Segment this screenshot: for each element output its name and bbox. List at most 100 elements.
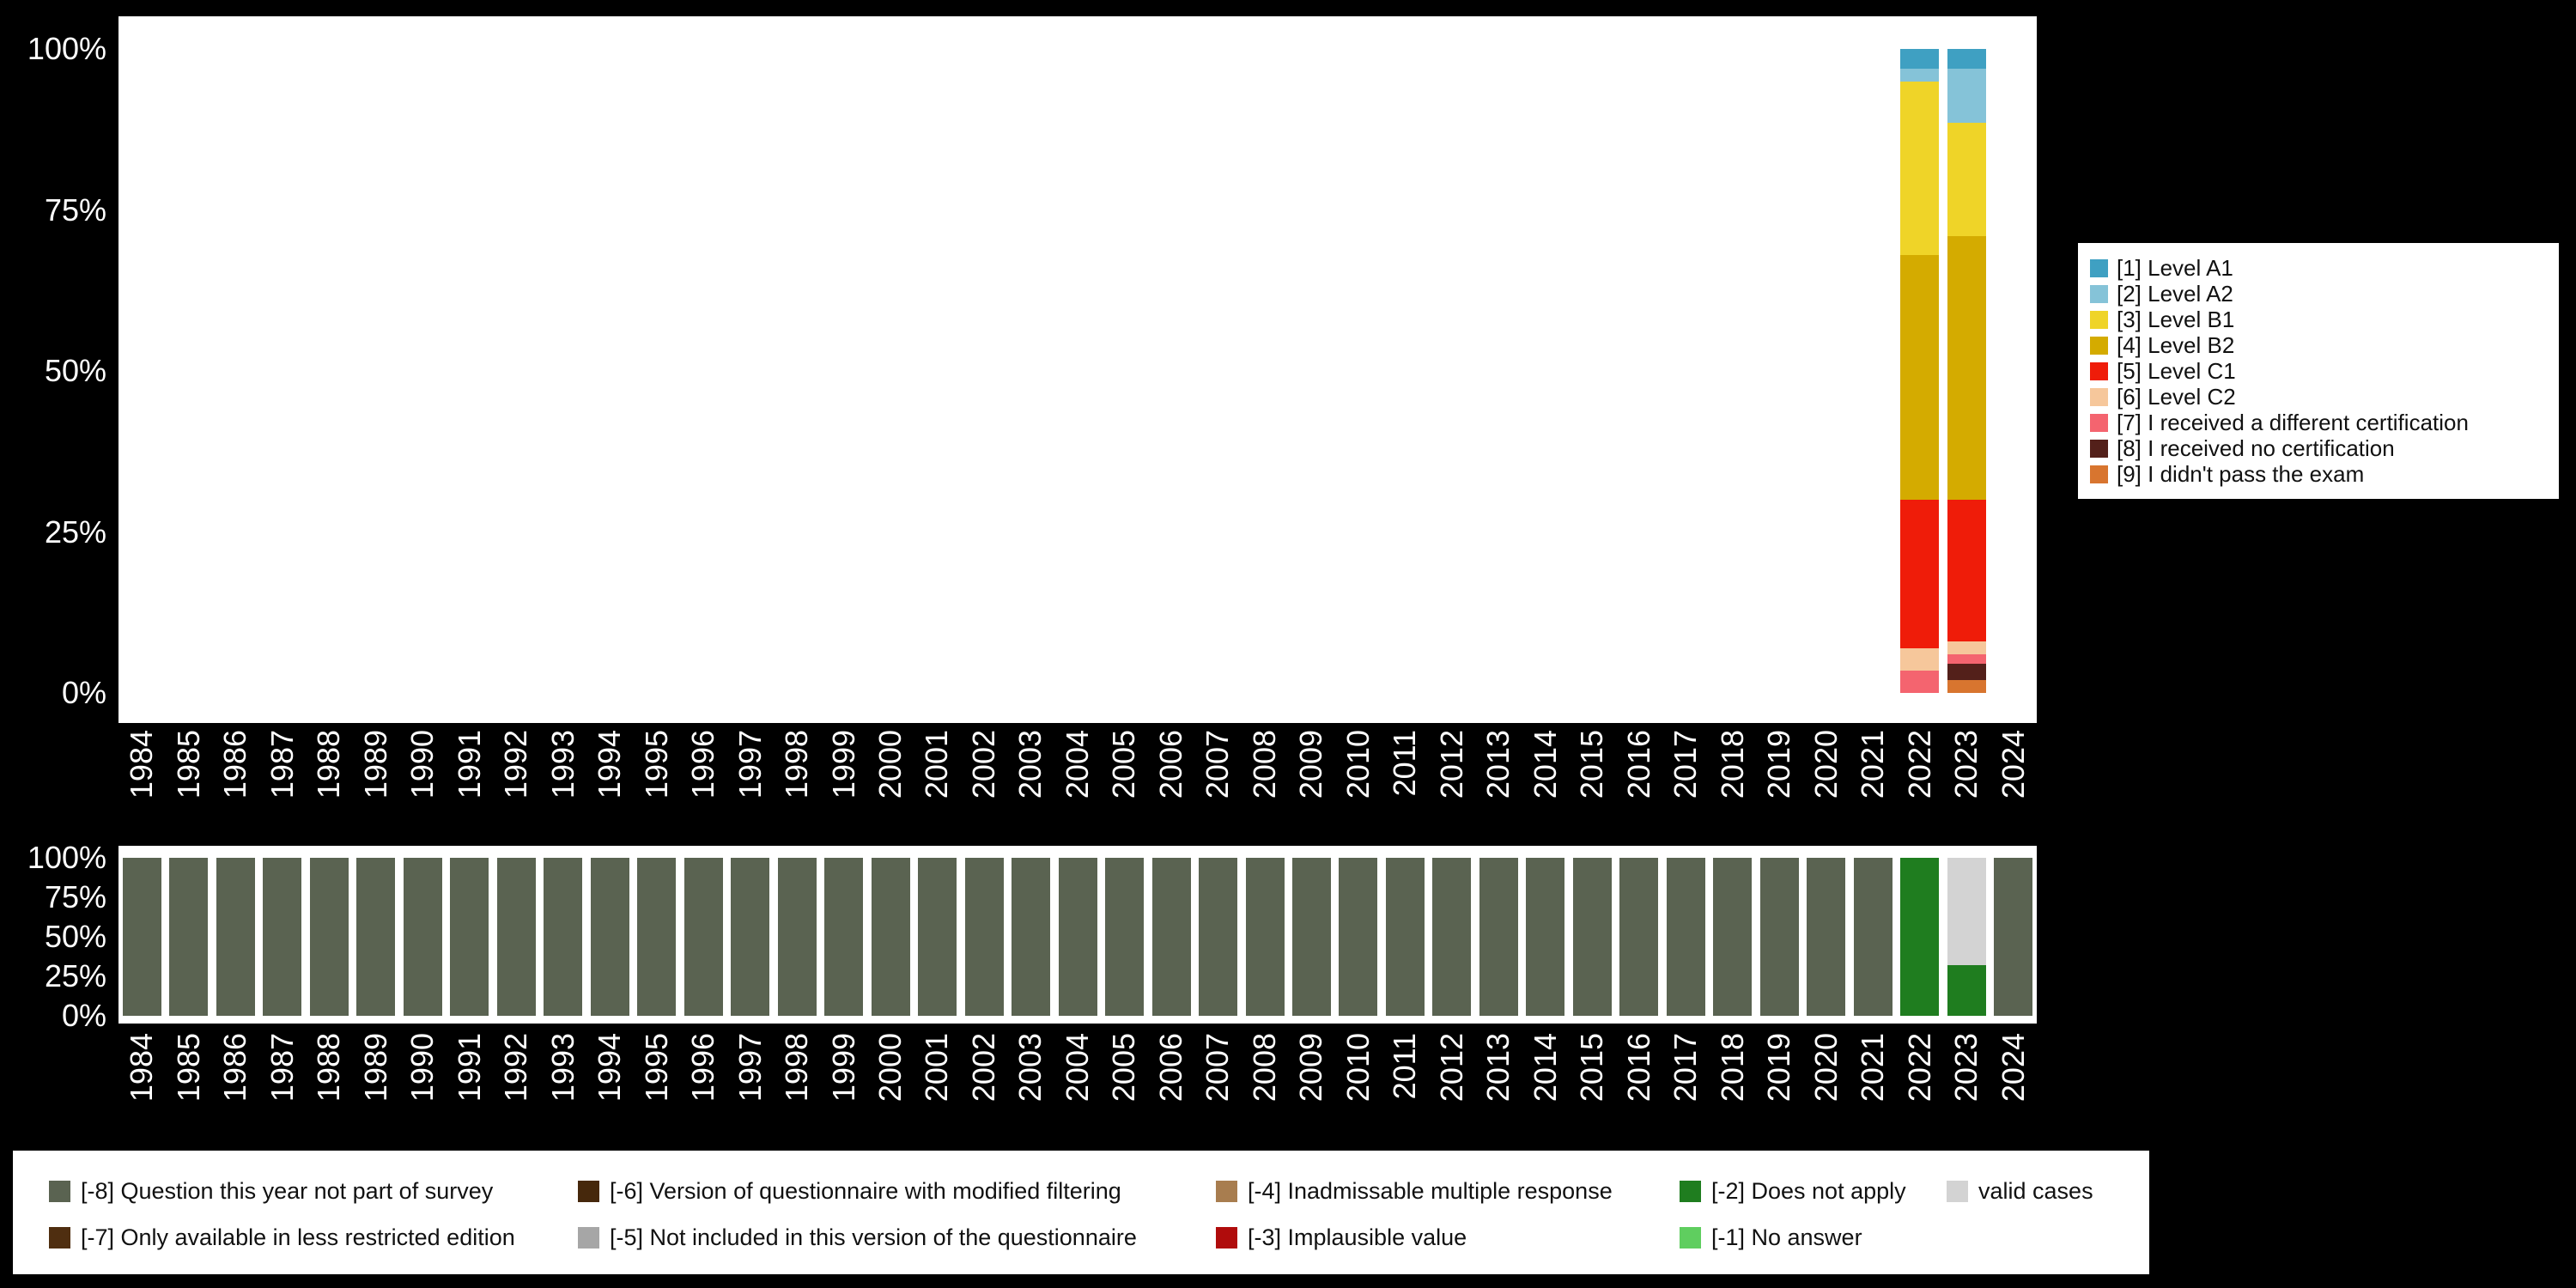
legend-item: [-5] Not included in this version of the…	[578, 1224, 1137, 1250]
bar-segment	[1947, 641, 1986, 654]
year-label: 2024	[1995, 730, 2031, 799]
bar-segment	[1245, 858, 1285, 1016]
x-axis-tick-label: 2021	[1850, 1033, 1896, 1134]
x-axis-tick-label: 2014	[1522, 1033, 1569, 1134]
bar-segment	[871, 858, 910, 1016]
year-label: 2022	[1901, 730, 1937, 799]
legend-color-chip	[2090, 465, 2108, 483]
x-axis-tick-label: 2006	[1148, 1033, 1194, 1134]
year-label: 2007	[1200, 730, 1236, 799]
x-axis-tick-label: 1985	[165, 730, 211, 831]
bar-segment	[309, 858, 349, 1016]
y-axis-tick-label: 50%	[44, 353, 106, 388]
bar-segment	[1900, 49, 1940, 69]
x-axis-tick-label: 2015	[1569, 730, 1615, 831]
year-label: 2016	[1620, 730, 1656, 799]
year-label: 2009	[1293, 730, 1329, 799]
x-axis-tick-label: 2014	[1522, 730, 1569, 831]
bar-segment	[1012, 858, 1050, 1016]
legend-label: [-6] Version of questionnaire with modif…	[610, 1177, 1121, 1204]
year-label: 1984	[124, 1033, 160, 1103]
bar-segment	[263, 858, 302, 1016]
legend-label: [8] I received no certification	[2117, 434, 2395, 461]
legend-color-chip	[1680, 1226, 1701, 1249]
year-label: 1991	[451, 730, 487, 799]
year-label: 1990	[404, 730, 440, 799]
legend-item: [6] Level C2	[2090, 384, 2557, 410]
legend-label: valid cases	[1978, 1177, 2093, 1204]
y-axis-tick-label: 50%	[44, 919, 106, 954]
bar-segment	[1291, 858, 1331, 1016]
year-label: 2021	[1855, 1033, 1891, 1103]
year-label: 2023	[1948, 1033, 1984, 1103]
year-label: 2020	[1807, 730, 1844, 799]
year-label: 2004	[1059, 1033, 1095, 1103]
legend-color-chip	[1216, 1180, 1237, 1202]
year-label: 2017	[1668, 1033, 1704, 1103]
x-axis-tick-label: 2001	[914, 730, 960, 831]
year-label: 1995	[638, 1033, 674, 1103]
x-axis-tick-label: 2006	[1148, 730, 1194, 831]
x-axis-tick-label: 1991	[446, 1033, 492, 1134]
x-axis-tick-label: 2023	[1943, 730, 1990, 831]
x-axis-tick-label: 1996	[680, 1033, 726, 1134]
bar-segment	[1947, 654, 1986, 665]
year-label: 2014	[1527, 730, 1563, 799]
x-axis-tick-label: 1994	[586, 1033, 633, 1134]
year-label: 2012	[1433, 1033, 1469, 1103]
x-axis-tick-label: 2018	[1709, 730, 1755, 831]
bar-segment	[1900, 858, 1940, 1016]
legend-label: [-8] Question this year not part of surv…	[81, 1177, 494, 1204]
legend-item: [-6] Version of questionnaire with modif…	[578, 1178, 1121, 1204]
bar-segment	[1947, 49, 1986, 69]
bar-segment	[1759, 858, 1799, 1016]
legend-color-chip	[49, 1180, 70, 1202]
legend-label: [1] Level A1	[2117, 254, 2233, 281]
x-axis-tick-label: 1990	[399, 730, 446, 831]
bar-segment	[1900, 81, 1940, 255]
x-axis-tick-label: 2021	[1850, 730, 1896, 831]
x-axis-tick-label: 1984	[118, 730, 165, 831]
x-axis-tick-label: 2001	[914, 1033, 960, 1134]
bar-segment	[216, 858, 255, 1016]
x-axis-tick-label: 2002	[961, 730, 1007, 831]
year-label: 2024	[1995, 1033, 2031, 1103]
bar-segment	[1572, 858, 1612, 1016]
legend-label: [3] Level B1	[2117, 306, 2235, 332]
x-axis-tick-label: 1985	[165, 1033, 211, 1134]
x-axis-tick-label: 1987	[258, 1033, 305, 1134]
year-label: 1993	[544, 1033, 580, 1103]
legend-item: [-2] Does not apply	[1680, 1178, 1906, 1204]
year-label: 1988	[311, 730, 347, 799]
bar-segment	[1526, 858, 1565, 1016]
legend-label: [7] I received a different certification	[2117, 409, 2469, 435]
y-axis-tick-label: 100%	[27, 31, 106, 66]
year-label: 1999	[825, 730, 861, 799]
year-label: 1998	[779, 1033, 815, 1103]
bar-segment	[1199, 858, 1237, 1016]
year-label: 1986	[217, 730, 253, 799]
year-label: 1988	[311, 1033, 347, 1103]
x-axis-tick-label: 1987	[258, 730, 305, 831]
x-axis-tick-label: 2008	[1242, 730, 1288, 831]
x-axis-tick-label: 2022	[1896, 1033, 1942, 1134]
bar-segment	[1619, 858, 1659, 1016]
x-axis-tick-label: 2002	[961, 1033, 1007, 1134]
year-label: 2013	[1480, 730, 1516, 799]
year-label: 2014	[1527, 1033, 1563, 1103]
x-axis-tick-label: 1995	[633, 1033, 679, 1134]
legend-item: [5] Level C1	[2090, 358, 2557, 384]
x-axis-tick-label: 2004	[1054, 1033, 1101, 1134]
legend-color-chip	[2090, 310, 2108, 329]
x-axis-tick-label: 2012	[1429, 1033, 1475, 1134]
bar-segment	[1947, 680, 1986, 693]
year-label: 1987	[264, 1033, 300, 1103]
legend-color-chip	[1680, 1180, 1701, 1202]
x-axis-tick-label: 2009	[1288, 1033, 1334, 1134]
x-axis-tick-label: 2005	[1101, 730, 1147, 831]
x-axis-tick-label: 1993	[539, 730, 586, 831]
legend-color-chip	[1947, 1180, 1968, 1202]
legend-item: [1] Level A1	[2090, 255, 2557, 281]
x-axis-tick-label: 2022	[1896, 730, 1942, 831]
bar-segment	[637, 858, 677, 1016]
